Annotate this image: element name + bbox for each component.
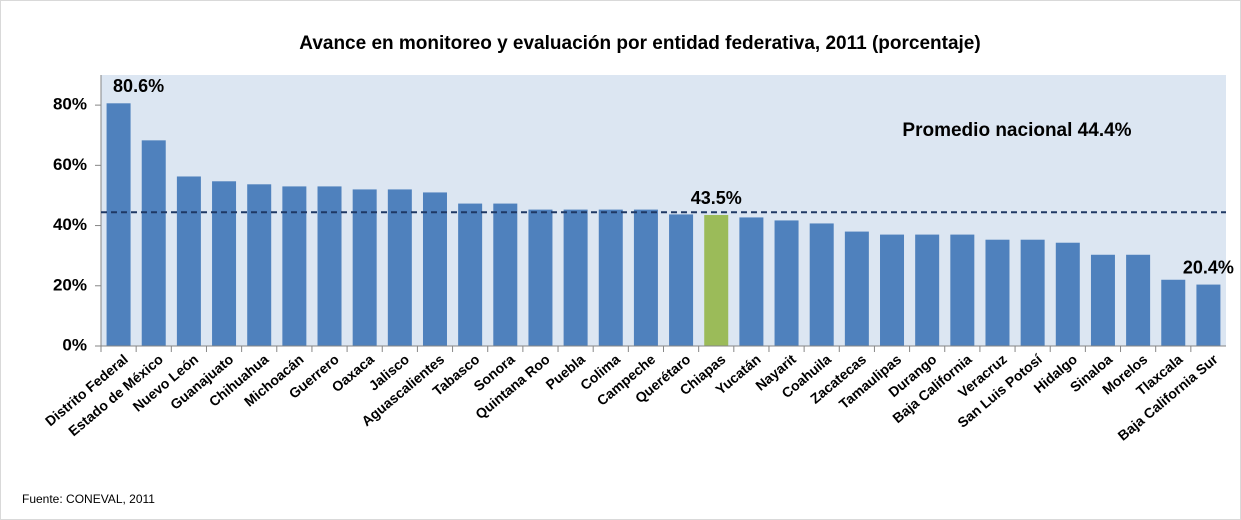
bar <box>563 209 588 346</box>
bar <box>880 234 905 346</box>
bar <box>809 223 834 346</box>
bar <box>704 215 729 346</box>
bar <box>106 103 131 346</box>
bar <box>528 209 553 346</box>
bar <box>1055 242 1080 346</box>
y-tick-label: 80% <box>53 95 87 114</box>
value-label: 43.5% <box>691 188 742 208</box>
y-tick-label: 60% <box>53 155 87 174</box>
y-tick-label: 40% <box>53 215 87 234</box>
bar <box>844 231 869 346</box>
bar <box>1161 279 1186 346</box>
bar <box>458 203 483 346</box>
bar <box>985 239 1010 346</box>
bar <box>247 184 272 346</box>
bar <box>422 192 447 346</box>
chart-title: Avance en monitoreo y evaluación por ent… <box>299 33 980 54</box>
bar <box>633 209 658 346</box>
bar <box>739 217 764 346</box>
y-tick-label: 0% <box>62 335 87 354</box>
bar <box>1126 254 1151 346</box>
value-label: 80.6% <box>113 76 164 96</box>
bar <box>1020 239 1045 346</box>
bar <box>282 186 307 346</box>
y-tick-label: 20% <box>53 275 87 294</box>
bar <box>493 203 518 346</box>
bar <box>141 140 166 346</box>
bar <box>669 214 694 346</box>
bar <box>212 181 237 346</box>
bar <box>1090 254 1115 346</box>
bar <box>317 186 342 346</box>
reference-label: Promedio nacional 44.4% <box>902 120 1131 141</box>
source-note: Fuente: CONEVAL, 2011 <box>22 492 155 506</box>
bar <box>1196 284 1221 346</box>
bar <box>915 234 940 346</box>
value-label: 20.4% <box>1183 257 1234 277</box>
bar <box>176 176 201 346</box>
bar <box>598 209 623 346</box>
bar <box>352 189 377 346</box>
bar <box>774 220 799 346</box>
bar <box>387 189 412 346</box>
bar <box>950 234 975 346</box>
